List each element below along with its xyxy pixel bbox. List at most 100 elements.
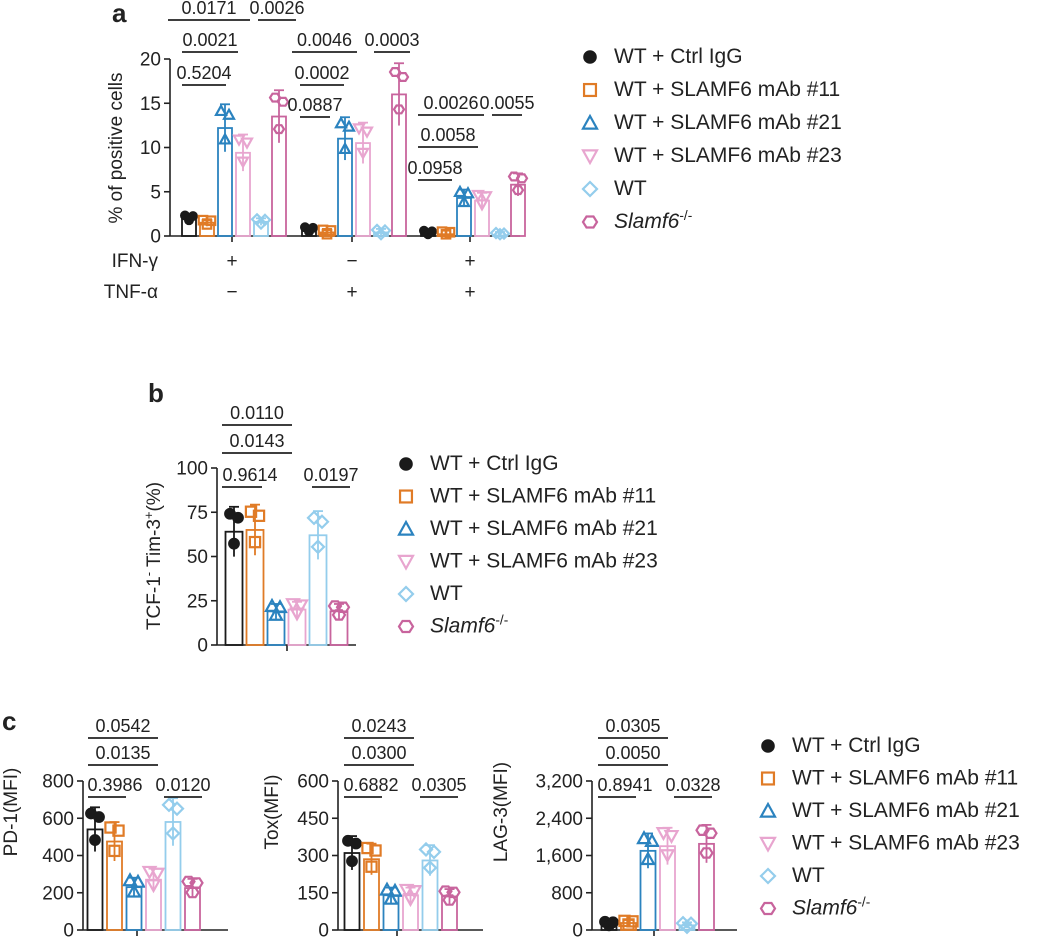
- legend-label-ctrl: WT + Ctrl IgG: [614, 45, 743, 68]
- y-tick-label: 150: [297, 883, 329, 904]
- ifn-gamma-sign: +: [226, 251, 237, 272]
- data-point: [272, 598, 288, 614]
- panel-label-b: b: [148, 378, 164, 408]
- data-point: [683, 916, 699, 932]
- p-value-label: 0.9614: [222, 465, 277, 485]
- data-point: [145, 879, 162, 894]
- y-axis-label: LAG-3(MFI): [491, 762, 512, 862]
- data-point: [149, 867, 166, 882]
- data-point: [507, 171, 521, 182]
- p-value-label: 0.0055: [479, 93, 534, 113]
- data-point: [350, 837, 362, 850]
- data-point: [335, 601, 351, 614]
- legend-label-m21: WT + SLAMF6 mAb #21: [792, 799, 1020, 822]
- legend-label-ko: Slamf6-/-: [430, 613, 508, 638]
- data-point: [444, 226, 456, 238]
- chart-panel-c-tox: Tox(MFI) 0 150 300 450 600 0.0243 0.0300 0.6882…: [262, 716, 483, 939]
- legend-marker-ko: [397, 619, 415, 634]
- data-point: [515, 173, 529, 184]
- data-point: [374, 227, 388, 241]
- legend-marker-m11: [760, 771, 776, 786]
- legend-marker-m21: [397, 519, 415, 536]
- y-tick-label: 0: [318, 921, 329, 939]
- p-value-label: 0.3986: [87, 775, 142, 795]
- y-tick-label: 800: [42, 772, 74, 793]
- y-tick-label: 0: [150, 227, 161, 248]
- data-point: [479, 191, 493, 204]
- legend-marker-m23: [397, 554, 415, 571]
- legend-label-m23: WT + SLAMF6 mAb #23: [430, 550, 658, 573]
- p-value-label: 0.0058: [420, 125, 475, 145]
- y-tick-label: 10: [140, 138, 161, 159]
- data-point: [264, 597, 280, 612]
- data-point: [398, 883, 415, 898]
- y-tick-label: 0: [197, 636, 208, 657]
- tnf-alpha-sign: −: [226, 282, 237, 303]
- data-point: [471, 189, 485, 203]
- ifn-gamma-sign: +: [464, 251, 475, 272]
- y-tick-label: 1,600: [535, 846, 583, 867]
- p-value-label: 0.0050: [605, 743, 660, 763]
- p-value-label: 0.0026: [423, 93, 478, 113]
- legend-marker-wt: [397, 585, 415, 603]
- y-axis-label: TCF-1- Tim-3+(%): [141, 482, 165, 630]
- p-value-label: 0.8941: [597, 775, 652, 795]
- data-point: [308, 222, 318, 233]
- y-tick-label: 20: [140, 50, 161, 71]
- data-point: [93, 811, 105, 823]
- data-point: [130, 873, 146, 888]
- data-point: [240, 137, 254, 150]
- chart-panel-c-pd1: PD-1(MFI) 0 200 400 600 800 0.0542 0.0135 0.398…: [1, 716, 228, 939]
- data-point: [396, 71, 410, 83]
- data-point: [356, 147, 370, 161]
- data-point: [205, 215, 217, 227]
- legend-marker-wt: [759, 867, 777, 885]
- data-point: [331, 609, 347, 621]
- data-point: [232, 511, 244, 524]
- data-point: [461, 185, 475, 199]
- data-point: [218, 132, 232, 145]
- data-point: [325, 225, 337, 236]
- legend-marker-ko: [759, 901, 777, 916]
- y-tick-label: 2,400: [535, 809, 583, 830]
- y-tick-label: 0: [572, 921, 583, 939]
- legend-marker-m23: [759, 836, 777, 853]
- data-point: [387, 882, 403, 897]
- legend-label-m11: WT + SLAMF6 mAb #11: [792, 767, 1018, 790]
- y-tick-label: 3,200: [535, 772, 583, 793]
- tnf-alpha-sign: +: [346, 282, 357, 303]
- data-point: [365, 860, 378, 873]
- legend-label-ctrl: WT + Ctrl IgG: [430, 452, 559, 475]
- data-point: [285, 598, 301, 613]
- data-point: [306, 510, 322, 526]
- legend-label-wt: WT: [430, 582, 463, 605]
- data-point: [252, 509, 266, 522]
- data-point: [272, 124, 286, 135]
- data-point: [360, 126, 374, 139]
- ifn-gamma-label: IFN-γ: [112, 251, 159, 272]
- legend-marker-wt: [581, 180, 599, 198]
- data-point: [108, 844, 121, 858]
- y-tick-label: 25: [187, 591, 208, 612]
- data-point: [659, 849, 676, 864]
- ifn-gamma-sign: −: [346, 251, 357, 272]
- data-point: [314, 514, 330, 530]
- p-value-label: 0.0887: [287, 95, 342, 115]
- data-point: [122, 872, 138, 887]
- p-value-label: 0.0120: [155, 775, 210, 795]
- data-point: [457, 194, 471, 208]
- data-point: [334, 115, 348, 129]
- data-point: [338, 141, 352, 155]
- data-point: [679, 919, 695, 935]
- legend-marker-m11: [398, 489, 414, 504]
- data-point: [426, 844, 442, 860]
- data-point: [161, 797, 177, 813]
- legend-c: WT + Ctrl IgG WT + SLAMF6 mAb #11 WT + SLA…: [759, 734, 1020, 920]
- data-point: [189, 877, 204, 889]
- data-point: [418, 841, 434, 858]
- p-value-label: 0.0542: [95, 716, 150, 736]
- data-point: [636, 830, 652, 845]
- data-point: [607, 916, 619, 929]
- y-tick-label: 800: [551, 883, 583, 904]
- data-point: [644, 832, 660, 847]
